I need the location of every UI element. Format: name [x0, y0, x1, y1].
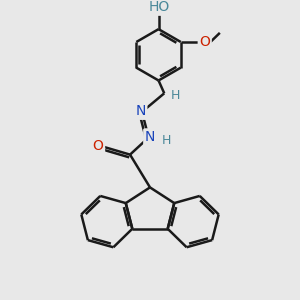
Text: H: H — [171, 89, 180, 102]
Text: N: N — [135, 104, 146, 118]
Text: O: O — [199, 35, 210, 49]
Text: O: O — [93, 139, 104, 153]
Text: H: H — [162, 134, 171, 147]
Text: HO: HO — [148, 0, 170, 14]
Text: N: N — [145, 130, 155, 144]
